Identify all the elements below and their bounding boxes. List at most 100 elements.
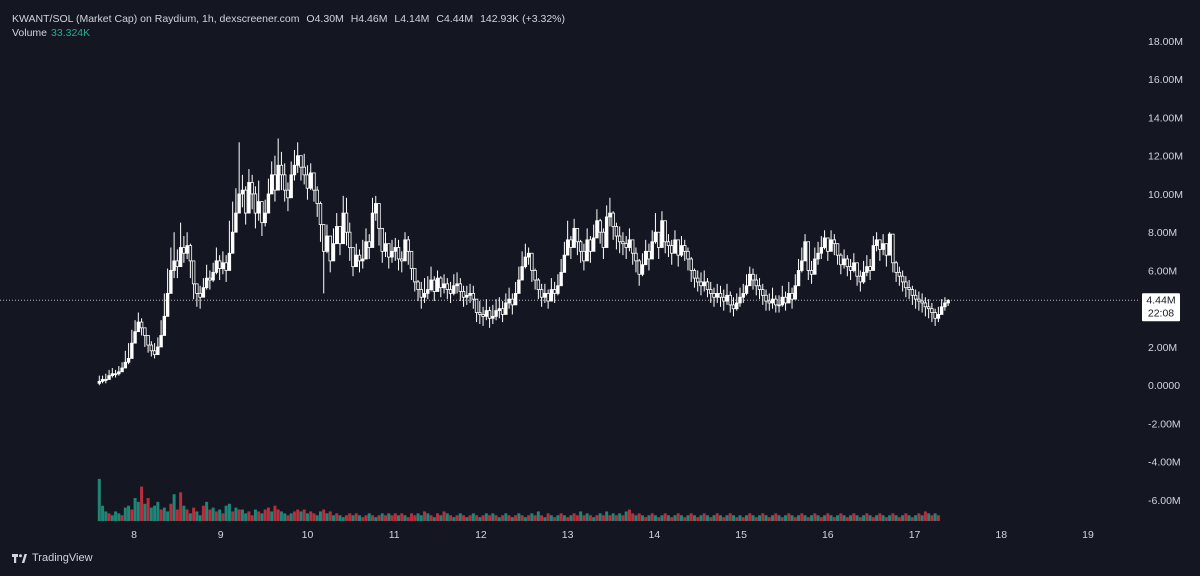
candle-body	[738, 296, 742, 304]
volume-bar	[546, 513, 550, 521]
volume-bar	[923, 511, 927, 521]
volume-bar	[501, 515, 505, 521]
volume-bar	[631, 513, 635, 521]
candle-body	[884, 243, 889, 256]
volume-bar	[393, 513, 397, 521]
candle-body	[240, 189, 245, 195]
candle-body	[136, 321, 141, 333]
volume-bar	[410, 513, 414, 521]
volume-bar	[572, 513, 576, 521]
candle-body	[559, 271, 563, 287]
y-tick-label: 18.00M	[1148, 36, 1183, 48]
candle-body	[504, 302, 508, 315]
volume-bar	[806, 517, 810, 521]
volume-bar	[114, 511, 118, 521]
candle-body	[809, 270, 814, 275]
volume-bar	[449, 515, 453, 521]
last-price-badge-box	[1142, 293, 1180, 322]
y-tick-label: 0.0000	[1148, 380, 1180, 392]
volume-bar	[894, 515, 898, 521]
candle-body	[712, 293, 716, 298]
candle-body	[387, 243, 391, 258]
volume-bar	[296, 509, 300, 521]
candle-body	[487, 310, 492, 319]
candle-body	[247, 182, 251, 214]
candle-body	[370, 212, 375, 248]
volume-bar	[543, 517, 547, 521]
volume-bar	[601, 515, 605, 521]
candle-body	[578, 241, 583, 252]
candle-body	[172, 260, 176, 271]
volume-bar	[192, 507, 196, 521]
x-tick-label: 14	[649, 529, 661, 541]
tradingview-brand[interactable]: TradingView	[12, 552, 93, 564]
candle-body	[874, 239, 879, 246]
volume-bar	[302, 509, 306, 521]
volume-bar	[127, 505, 131, 521]
volume-bar	[897, 517, 901, 521]
time-axis[interactable]: 8 9 10 11 12 13 14 15 16 17 18 19	[131, 529, 1094, 541]
candle-body	[409, 250, 414, 269]
candle-body	[318, 203, 323, 225]
volume-bar	[803, 515, 807, 521]
x-tick-label: 16	[822, 529, 834, 541]
candle-body	[891, 233, 895, 264]
volume-bar	[588, 515, 592, 521]
x-tick-label: 11	[389, 529, 400, 541]
candle-body	[946, 299, 950, 304]
candle-body	[793, 285, 797, 300]
candle-body	[643, 250, 648, 266]
volume-bar	[549, 515, 553, 521]
x-tick-label: 18	[995, 529, 1007, 541]
volume-bar	[491, 513, 495, 521]
candle-body	[279, 164, 284, 176]
volume-bar	[910, 517, 914, 521]
volume-bar	[445, 513, 449, 521]
volume-bar	[510, 517, 514, 521]
candle-body	[683, 245, 687, 252]
candle-body	[448, 289, 453, 294]
candle-body	[887, 233, 892, 256]
candle-body	[715, 293, 719, 298]
candle-body	[533, 270, 537, 281]
volume-bar	[423, 511, 427, 521]
candle-body	[920, 300, 924, 304]
volume-bar	[299, 511, 303, 521]
volume-bar	[322, 509, 326, 521]
volume-bar	[745, 515, 749, 521]
volume-bar	[159, 509, 163, 521]
volume-bar	[357, 515, 361, 521]
volume-bar	[429, 515, 433, 521]
volume-bar	[787, 513, 791, 521]
candle-body	[494, 310, 498, 317]
volume-bar	[494, 515, 498, 521]
volume-bar	[920, 515, 924, 521]
volume-bar	[156, 501, 160, 521]
candle-body	[689, 258, 693, 271]
candles	[97, 138, 950, 386]
candle-body	[881, 243, 885, 250]
price-axis[interactable]: 18.00M 16.00M 14.00M 12.00M 10.00M 8.00M 6.00M…	[1148, 36, 1183, 507]
volume-bars	[97, 478, 940, 521]
volume-bar	[679, 515, 683, 521]
volume-bar	[738, 515, 742, 521]
volume-bar	[709, 517, 713, 521]
candle-body	[897, 271, 902, 277]
candle-body	[718, 293, 723, 298]
candle-body	[458, 283, 463, 292]
volume-bar	[211, 507, 215, 521]
volume-bar	[621, 515, 625, 521]
volume-bar	[592, 517, 596, 521]
candle-body	[130, 342, 134, 359]
candle-body	[465, 294, 469, 298]
candle-body	[491, 315, 495, 319]
candle-body	[341, 212, 345, 245]
y-tick-label: -6.00M	[1148, 495, 1181, 507]
volume-bar	[400, 513, 404, 521]
candle-body	[445, 283, 450, 290]
volume-bar	[575, 515, 579, 521]
volume-bar	[901, 515, 905, 521]
candle-body	[289, 174, 293, 199]
